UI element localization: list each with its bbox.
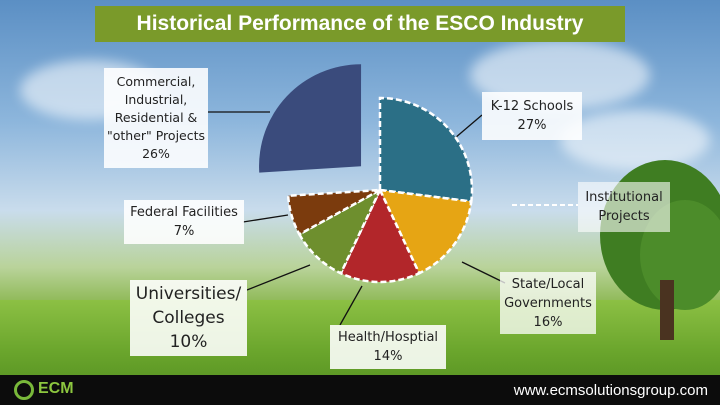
cloud bbox=[560, 110, 710, 170]
commercial-label: Commercial, Industrial, Residential & "o… bbox=[104, 68, 208, 168]
pie-slices bbox=[259, 64, 474, 284]
federal-value: 7% bbox=[173, 224, 195, 239]
title-bar: Historical Performance of the ESCO Indus… bbox=[95, 6, 625, 42]
leader-lines bbox=[208, 111, 578, 326]
k12-label-text: K-12 Schools bbox=[490, 99, 574, 114]
footer-bar bbox=[0, 375, 720, 405]
state-label-line: Governments bbox=[504, 295, 592, 311]
federal-label: Federal Facilities 7% bbox=[124, 200, 244, 244]
institutional-label: Institutional Projects bbox=[578, 182, 670, 232]
commercial-label-line: "other" Projects bbox=[106, 128, 206, 143]
health-label: Health/Hosptial 14% bbox=[330, 325, 446, 369]
pie-slice-federal-facilities bbox=[286, 188, 381, 237]
pie-slice-state-local-governments bbox=[377, 188, 473, 275]
state-label-line: State/Local bbox=[511, 276, 585, 292]
commercial-label-line: Commercial, bbox=[116, 74, 196, 89]
state-leader-line bbox=[461, 261, 506, 284]
universities-label: Universities/ Colleges 10% bbox=[130, 280, 247, 356]
state-value: 16% bbox=[533, 314, 563, 330]
page-title: Historical Performance of the ESCO Indus… bbox=[136, 12, 584, 35]
institutional-label-line: Institutional bbox=[585, 190, 663, 205]
k12-label: K-12 Schools 27% bbox=[482, 92, 582, 140]
pie-slice-commercial-industrial-residential-other-projects bbox=[259, 64, 362, 173]
footer-url[interactable]: www.ecmsolutionsgroup.com bbox=[513, 382, 708, 399]
universities-label-line: Colleges bbox=[152, 308, 225, 328]
health-leader-line bbox=[339, 285, 363, 326]
institutional-label-line: Projects bbox=[598, 209, 650, 224]
federal-label-text: Federal Facilities bbox=[130, 205, 238, 220]
commercial-label-line: Residential & bbox=[114, 110, 198, 125]
ecm-logo-text: ECM bbox=[38, 380, 74, 397]
health-value: 14% bbox=[373, 349, 403, 364]
federal-leader-line bbox=[242, 214, 289, 223]
commercial-value: 26% bbox=[142, 146, 170, 161]
commercial-label-line: Industrial, bbox=[124, 92, 188, 107]
health-label-text: Health/Hosptial bbox=[337, 330, 439, 345]
ecm-logo-icon bbox=[14, 380, 34, 400]
k12-value: 27% bbox=[517, 118, 547, 133]
tree-trunk bbox=[660, 280, 674, 340]
pie-slice-k-12-schools bbox=[378, 96, 474, 203]
universities-value: 10% bbox=[169, 332, 208, 352]
state-label: State/Local Governments 16% bbox=[500, 272, 596, 334]
universities-leader-line bbox=[246, 264, 311, 291]
universities-label-line: Universities/ bbox=[135, 284, 242, 304]
pie-slice-health-hosptial bbox=[339, 187, 421, 284]
k12-leader-line bbox=[454, 114, 483, 139]
